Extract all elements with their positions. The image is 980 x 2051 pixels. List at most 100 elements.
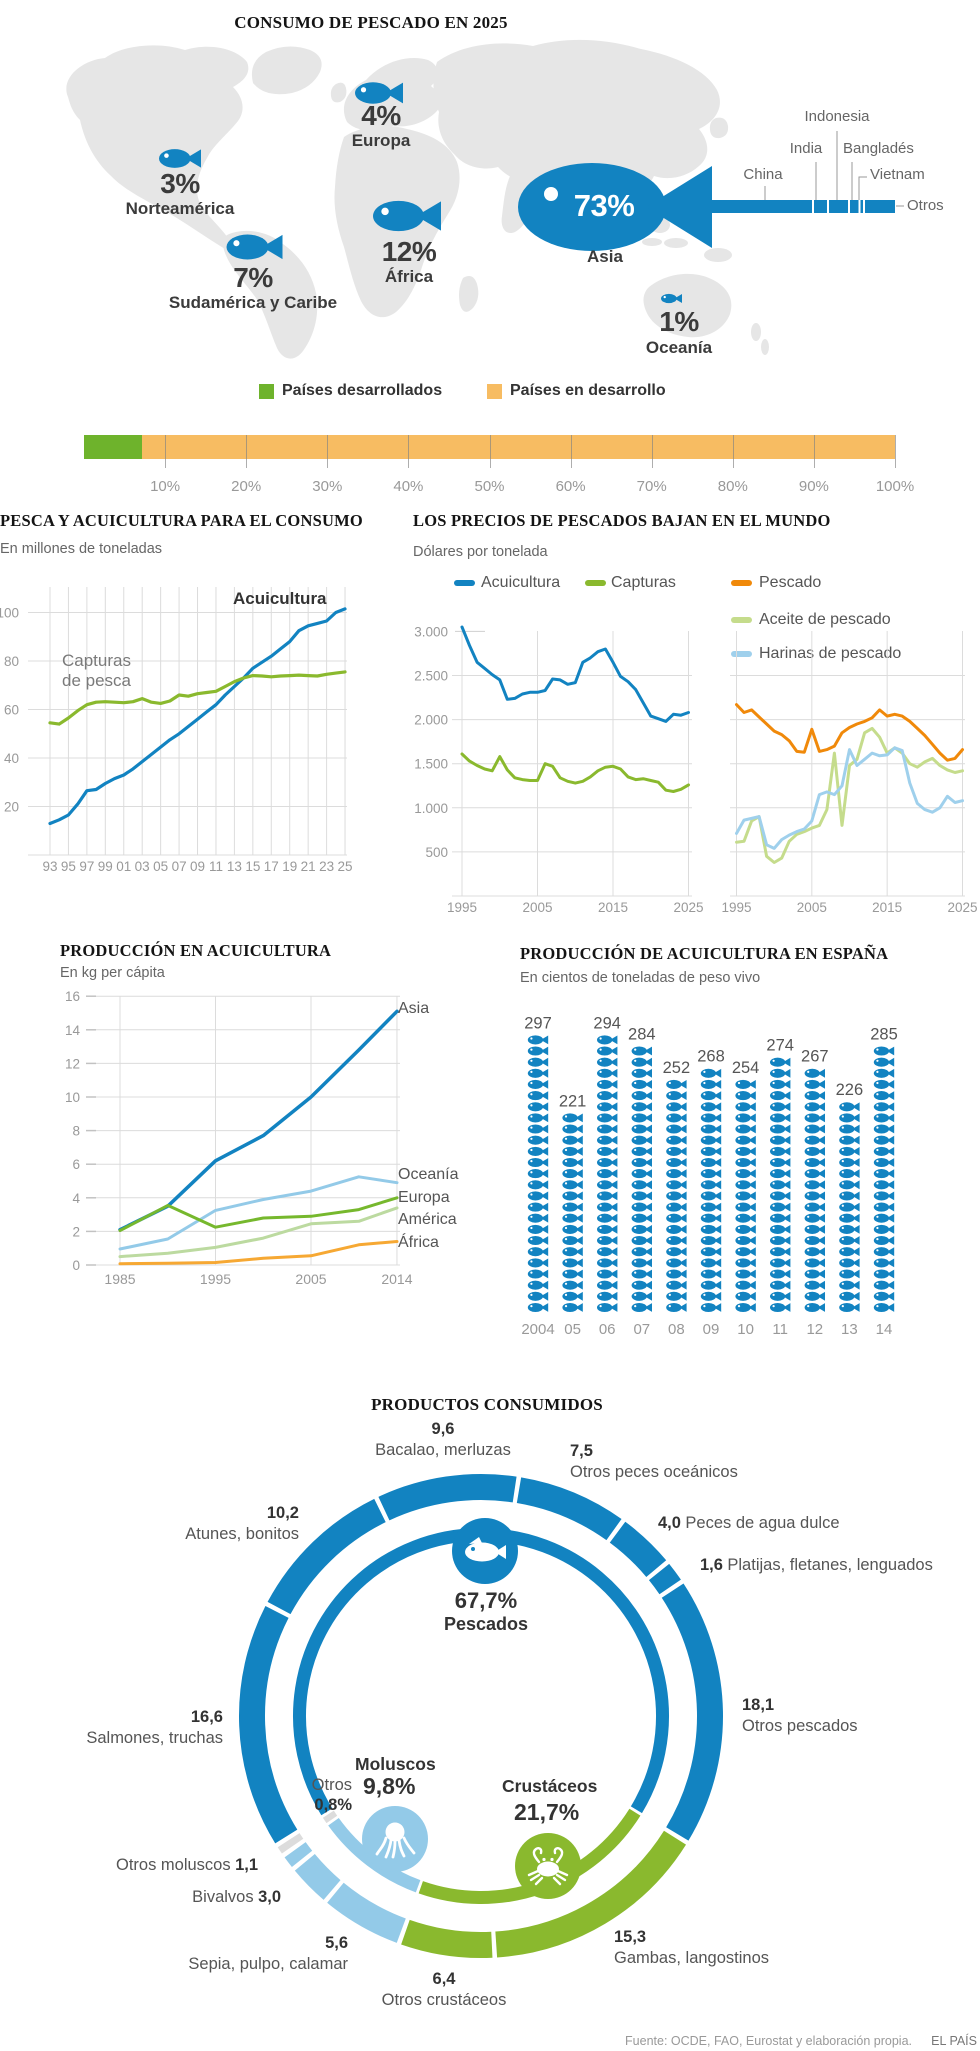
world-map [66,39,904,359]
legend-label-en-desarrollo: Países en desarrollo [510,382,666,399]
fish-icon [735,1280,756,1290]
tick-label: 4 [72,1191,80,1206]
fish-icon [804,1302,825,1313]
fish-icon [873,1247,895,1257]
africa-name: África [384,267,434,286]
chart1-annotation-acuicultura: Acuicultura [233,589,327,608]
fish-icon [804,1157,825,1168]
label-platijas: 1,6 Platijas, fletanes, lenguados [700,1556,933,1574]
fish-icon [770,1269,791,1279]
donut-segment-Gambas, langostinos [495,1830,687,1958]
tick-label: 10 [65,1090,80,1105]
tick-label: 8 [72,1124,80,1139]
fish-icon [770,1258,791,1268]
fish-icon [770,1191,791,1201]
sudamerica-name: Sudamérica y Caribe [168,293,338,312]
devbar-tick-line [570,435,572,468]
tick-label: 97 [79,859,94,874]
fish-icon [562,1247,583,1257]
label-atunes: 10,2 Atunes, bonitos [185,1504,299,1544]
fish-icon [527,1079,549,1089]
fish-icon [631,1102,652,1112]
devbar-tick-label: 70% [636,478,667,495]
value-label: 274 [766,1037,794,1055]
fish-icon [666,1102,687,1112]
devbar-tick-line [732,435,734,468]
fish-icon [527,1291,549,1301]
devbar-tick-label: 20% [231,478,262,495]
asia-bar-segment-India [814,200,827,213]
fish-icon [631,1291,652,1301]
fish-icon [631,1247,652,1257]
fish-icon [700,1113,722,1123]
chart-produccion-acuicultura: 1985 1995 2005 2014 0 2 4 6 8 10 12 14 16 [65,989,413,1287]
fish-icon [839,1258,860,1268]
fish-icon [804,1202,825,1212]
asia-bar-segment-Indonesia [829,200,848,213]
fish-icon [631,1191,652,1201]
fish-icon [804,1280,825,1290]
label-sepia: 5,6 Sepia, pulpo, calamar [188,1934,348,1974]
fish-icon [735,1079,756,1089]
fish-icon [770,1091,791,1101]
series-label-africa: África [398,1234,439,1251]
fish-icon [839,1235,860,1246]
fish-icon [597,1258,618,1268]
fish-icon [562,1302,583,1313]
fish-icon [562,1291,583,1301]
tick-label: 500 [425,845,448,860]
fish-icon [770,1224,791,1234]
fish-icon [631,1046,652,1056]
chart-pesca-acuicultura: 93 95 97 99 01 03 05 07 09 11 13 15 17 19 21 23 25 20 40 60… [0,587,353,874]
year-label: 06 [599,1321,616,1338]
line-Acuicultura [48,607,347,826]
fish-icon [562,1180,583,1190]
fish-icon [527,1146,549,1156]
fish-icon [562,1269,583,1279]
asia-breakdown-label-india: India [789,140,823,157]
fish-icon [770,1102,791,1112]
europa-name: Europa [351,131,411,150]
fish-icon [804,1191,825,1201]
fish-icon [804,1224,825,1234]
fish-icon [527,1302,549,1313]
map-south-america [222,230,318,359]
bar-segment-en-desarrollo [142,435,895,459]
series-label-america: América [398,1211,457,1228]
fish-icon [465,1537,506,1562]
fish-icon [804,1180,825,1190]
tick-label: 2005 [295,1271,326,1287]
fish-icon [839,1247,860,1257]
chart-acuicultura-espana: 297 2004 221 05 294 06 284 07 252 08 268 09 254 10 274… [521,1014,897,1338]
devbar-tick-line [895,435,896,468]
fish-icon [700,1180,722,1190]
fish-icon [527,1258,549,1268]
footer-brand: EL PAÍS [931,2034,977,2048]
fish-icon [873,1079,895,1089]
legend-swatch-en-desarrollo [487,384,502,399]
value-label: 268 [697,1048,725,1066]
fish-icon [562,1146,583,1156]
devbar-tick-line [165,435,167,468]
line-América [118,1206,399,1259]
devbar-tick-label: 40% [393,478,424,495]
fish-icon [770,1180,791,1190]
line-Aceite de pescado [735,726,964,864]
tick-label: 23 [319,859,334,874]
asia-pct: 73% [573,188,635,223]
legend-label-capturas: Capturas [611,574,676,591]
fish-icon [735,1269,756,1279]
oceania-pct: 1% [659,306,699,337]
devbar-tick-label: 60% [555,478,586,495]
fish-icon [804,1247,825,1257]
tick-label: 07 [172,859,187,874]
fish-icon [597,1135,618,1145]
fish-icon [839,1135,860,1145]
donut-segment-Atunes, bonitos [267,1498,386,1615]
fish-icon [562,1213,583,1223]
value-label: 226 [836,1081,864,1099]
fish-icon [700,1213,722,1223]
asia-bar-segment-Bangladés [850,200,859,213]
asia-fish-icon [518,163,712,251]
fish-icon [666,1269,687,1279]
